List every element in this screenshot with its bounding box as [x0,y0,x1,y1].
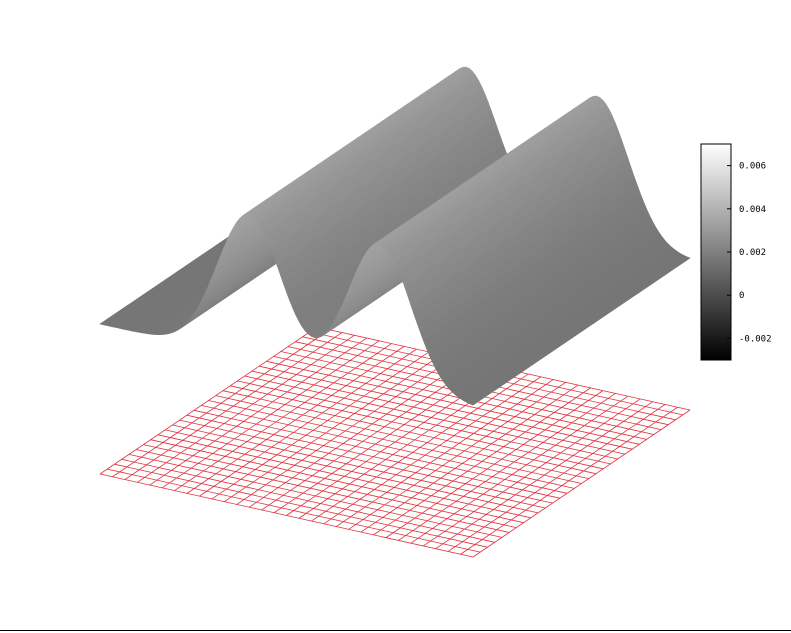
surface-strip [469,256,691,406]
grid-line [137,334,355,483]
base-grid [99,326,691,558]
colorbar: 0.006 0.004 0.002 0 -0.002 [700,143,772,361]
colorbar-tick-label: 0.004 [739,205,766,215]
colorbar-tick-label: -0.002 [739,334,772,344]
grid-line [199,348,417,497]
grid-line [224,354,442,502]
grid-line [237,380,611,465]
colorbar-gradient [700,143,732,361]
grid-line [149,337,367,486]
grid-line [248,359,467,508]
grid-line [174,343,392,491]
bottom-divider [0,630,791,631]
grid-line [211,351,430,500]
grid-line [244,375,618,460]
colorbar-tick-label: 0.002 [739,248,766,258]
grid-line [161,340,380,489]
colorbar-tick-label: 0 [739,291,744,301]
grid-line [236,357,454,505]
colorbar-tick-label: 0.006 [739,162,766,172]
wave-surface [99,66,691,406]
grid-line [112,329,330,478]
grid-line [186,346,405,494]
grid-line [215,395,589,479]
grid-line [99,326,318,475]
grid-line [251,370,625,455]
grid-line [230,385,604,470]
grid-line [124,332,343,480]
grid-line [222,390,597,475]
